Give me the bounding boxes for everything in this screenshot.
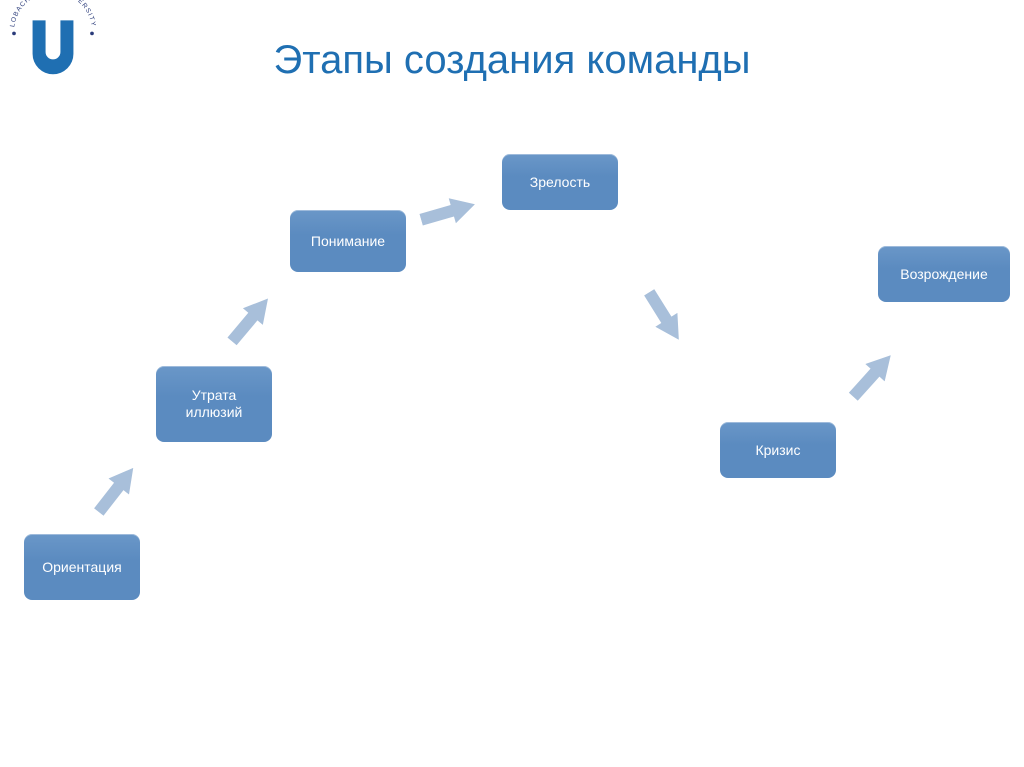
stage-node-n5: Кризис	[720, 422, 836, 478]
stage-node-n1: Ориентация	[24, 534, 140, 600]
university-logo: LOBACHEVSKY UNIVERSITY	[6, 0, 100, 78]
arrow-n2-n3	[222, 290, 278, 350]
logo-arc-text: LOBACHEVSKY UNIVERSITY	[9, 0, 97, 28]
stage-node-n4: Зрелость	[502, 154, 618, 210]
stage-node-n2: Утратаиллюзий	[156, 366, 272, 442]
arrow-n4-n5	[638, 285, 690, 346]
arrow-n3-n4	[418, 192, 479, 232]
logo-u-icon	[33, 20, 74, 74]
slide-title: Этапы создания команды	[0, 38, 1024, 83]
stage-node-n3: Понимание	[290, 210, 406, 272]
stage-node-n6: Возрождение	[878, 246, 1010, 302]
arrow-n1-n2	[89, 460, 144, 520]
arrow-n5-n6	[844, 346, 901, 405]
slide-stage: Этапы создания команды LOBACHEVSKY UNIVER…	[0, 0, 1024, 767]
